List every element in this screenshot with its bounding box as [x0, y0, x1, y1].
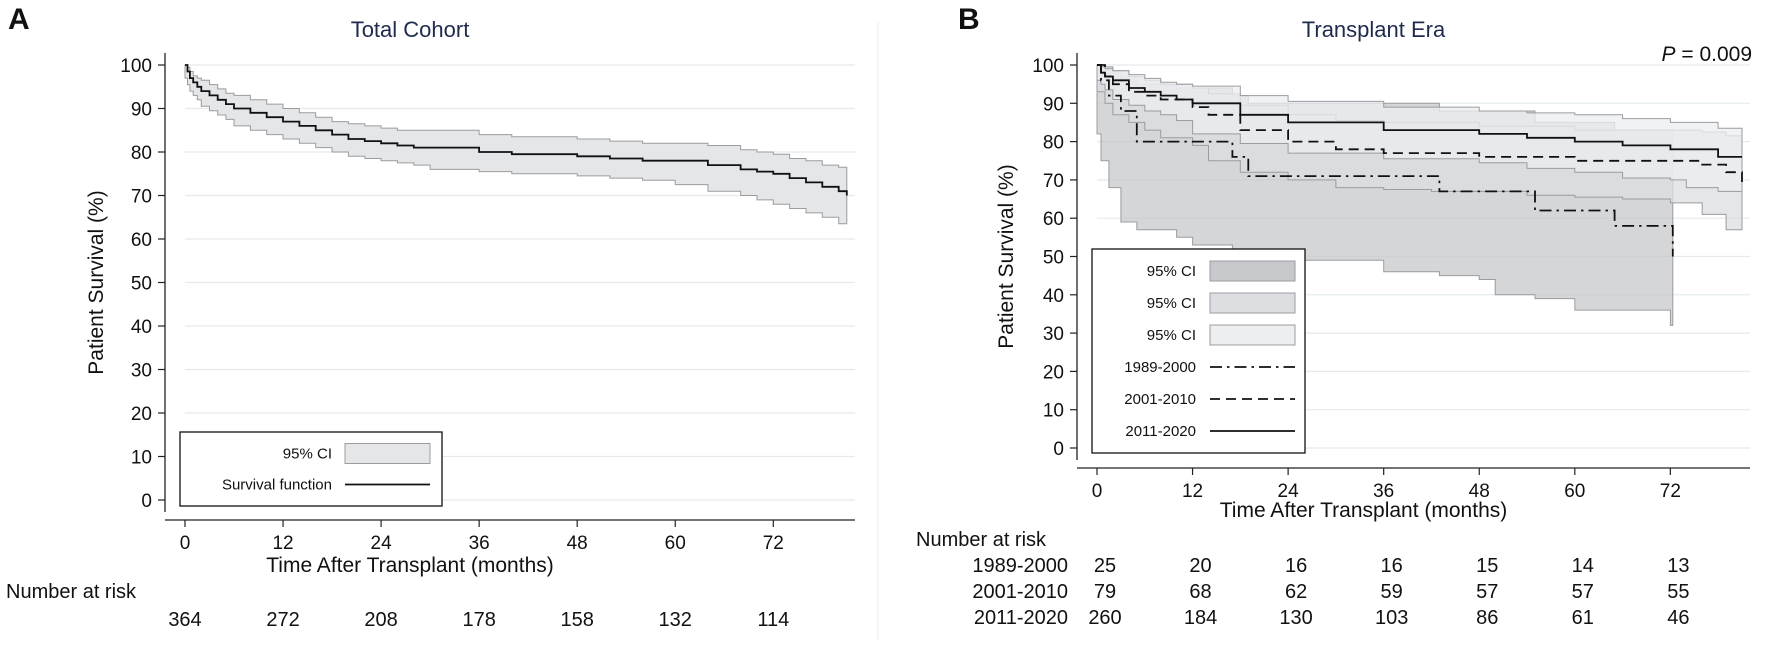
x-tick-label: 48 [567, 533, 588, 554]
legend-label: 95% CI [1147, 263, 1196, 280]
risk-count: 14 [1572, 555, 1594, 577]
risk-count: 57 [1476, 581, 1498, 603]
chart-title: Transplant Era [1302, 17, 1446, 42]
y-tick-label: 80 [1043, 133, 1064, 154]
risk-count: 86 [1476, 607, 1498, 629]
p-value-text: = 0.009 [1676, 43, 1752, 66]
risk-count: 25 [1094, 555, 1116, 577]
y-tick-label: 70 [131, 187, 152, 208]
legend-band-swatch [1210, 293, 1295, 313]
y-tick-label: 90 [1043, 94, 1064, 115]
risk-count: 16 [1285, 555, 1307, 577]
y-tick-label: 40 [1043, 286, 1064, 307]
risk-count: 46 [1667, 607, 1689, 629]
risk-count: 20 [1189, 555, 1211, 577]
legend: 95% CI Survival function [180, 432, 442, 506]
y-tick-label: 30 [1043, 324, 1064, 345]
risk-count: 103 [1375, 607, 1408, 629]
p-value-annotation: P = 0.009 [1662, 43, 1753, 66]
risk-row-label: 2011-2020 [974, 607, 1068, 629]
panel-letter: A [8, 3, 30, 36]
y-tick-label: 80 [131, 143, 152, 164]
risk-count: 55 [1667, 581, 1689, 603]
y-tick-label: 20 [1043, 362, 1064, 383]
risk-count: 59 [1381, 581, 1403, 603]
panel-a: A Total Cohort 0 10 20 30 40 50 60 70 80 90 100 0 12 24… [6, 3, 855, 631]
y-tick-label: 60 [1043, 209, 1064, 230]
y-tick-label: 70 [1043, 171, 1064, 192]
risk-row-label: 2001-2010 [972, 581, 1068, 603]
risk-count: 158 [561, 609, 594, 631]
risk-count: 132 [659, 609, 692, 631]
chart-title: Total Cohort [351, 17, 470, 42]
x-tick-label: 60 [665, 533, 686, 554]
risk-count: 364 [168, 609, 201, 631]
risk-count: 208 [364, 609, 397, 631]
legend-label: 2011-2020 [1125, 423, 1196, 440]
risk-row-label: 1989-2000 [972, 555, 1068, 577]
x-tick-label: 12 [1182, 481, 1203, 502]
y-tick-label: 0 [141, 491, 152, 512]
risk-count: 184 [1184, 607, 1217, 629]
risk-count: 13 [1667, 555, 1689, 577]
y-tick-label: 100 [1032, 56, 1064, 77]
risk-count: 68 [1189, 581, 1211, 603]
panel-b: B Transplant Era P = 0.009 0 10 20 30 40 50 60 70 8… [916, 3, 1752, 629]
p-value-symbol: P [1662, 43, 1676, 66]
legend-label: Survival function [222, 477, 332, 494]
legend-label: 2001-2010 [1124, 391, 1196, 408]
risk-count: 16 [1381, 555, 1403, 577]
risk-count: 272 [266, 609, 299, 631]
legend-label: 1989-2000 [1124, 359, 1196, 376]
y-tick-label: 40 [131, 317, 152, 338]
y-tick-label: 50 [1043, 248, 1064, 269]
y-tick-label: 50 [131, 274, 152, 295]
risk-count: 62 [1285, 581, 1307, 603]
risk-count: 79 [1094, 581, 1116, 603]
y-tick-label: 10 [131, 448, 152, 469]
risk-count: 130 [1279, 607, 1312, 629]
x-tick-label: 12 [272, 533, 293, 554]
y-tick-label: 90 [131, 100, 152, 121]
x-tick-label: 72 [763, 533, 784, 554]
legend-label: 95% CI [1147, 295, 1196, 312]
y-tick-label: 0 [1053, 439, 1064, 460]
risk-table-heading: Number at risk [6, 581, 137, 603]
y-tick-label: 20 [131, 404, 152, 425]
legend: 95% CI 95% CI 95% CI 1989-2000 2001-2010 2011… [1092, 249, 1305, 453]
y-tick-label: 60 [131, 230, 152, 251]
x-tick-label: 36 [469, 533, 490, 554]
legend-band-swatch [1210, 261, 1295, 281]
y-axis-title: Patient Survival (%) [995, 164, 1018, 348]
x-tick-label: 0 [1092, 481, 1103, 502]
risk-count: 260 [1088, 607, 1121, 629]
x-tick-label: 72 [1660, 481, 1681, 502]
y-tick-label: 100 [120, 56, 152, 77]
x-tick-label: 24 [371, 533, 393, 554]
legend-band-swatch [1210, 325, 1295, 345]
panel-letter: B [958, 3, 980, 36]
y-tick-label: 10 [1043, 401, 1064, 422]
ci-band-survival-function [185, 65, 847, 224]
risk-count: 15 [1476, 555, 1498, 577]
risk-count: 57 [1572, 581, 1594, 603]
x-tick-label: 0 [180, 533, 191, 554]
risk-count: 114 [757, 609, 789, 631]
y-tick-label: 30 [131, 361, 152, 382]
risk-count: 178 [462, 609, 495, 631]
x-axis-title: Time After Transplant (months) [266, 554, 554, 577]
legend-label: 95% CI [1147, 327, 1196, 344]
y-axis-title: Patient Survival (%) [85, 190, 108, 374]
legend-band-swatch [345, 444, 430, 464]
x-tick-label: 60 [1564, 481, 1585, 502]
x-axis-title: Time After Transplant (months) [1220, 499, 1508, 522]
risk-table-heading: Number at risk [916, 529, 1047, 551]
risk-count: 61 [1572, 607, 1594, 629]
legend-label: 95% CI [283, 446, 332, 463]
figure-canvas: A Total Cohort01020304050607080901000 12 24… [0, 0, 1772, 652]
